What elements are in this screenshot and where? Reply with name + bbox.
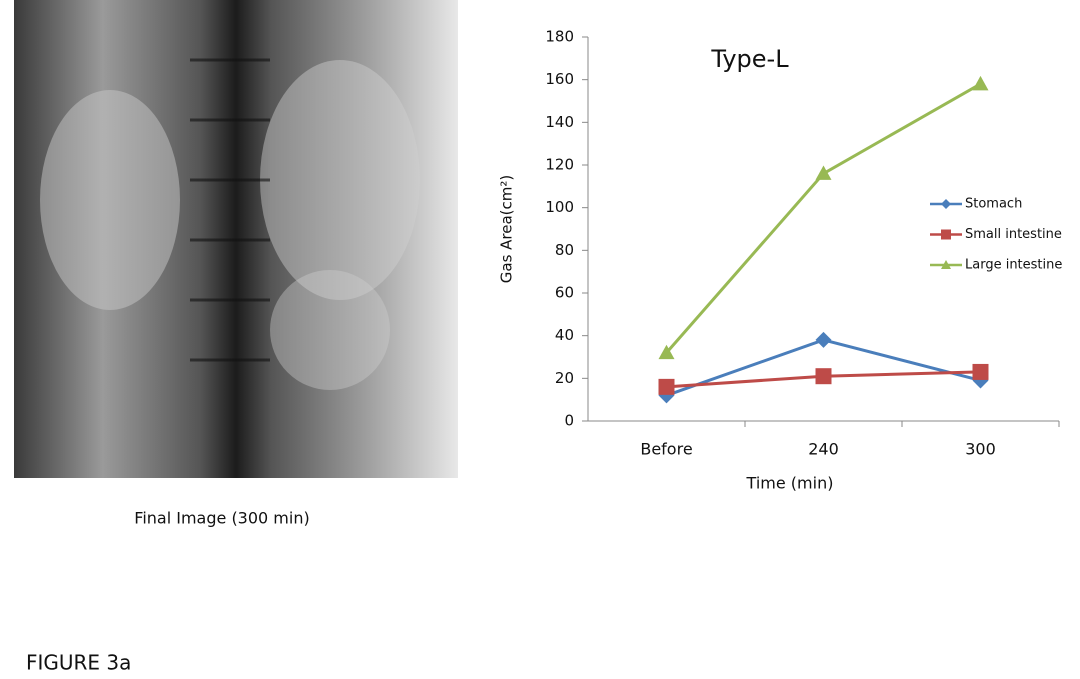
series-line <box>666 338 981 397</box>
image-caption: Final Image (300 min) <box>134 509 309 528</box>
y-tick-label: 160 <box>545 70 574 88</box>
legend-marker <box>941 199 951 209</box>
x-axis-label: Time (min) <box>746 474 834 493</box>
legend-marker <box>941 229 951 240</box>
y-tick-label: 140 <box>545 113 574 131</box>
y-tick-label: 60 <box>555 284 574 302</box>
series-line <box>665 82 982 354</box>
axes <box>587 37 1060 427</box>
y-tick-label: 120 <box>545 156 574 174</box>
chart-title: Type-L <box>710 45 789 73</box>
y-tick-label: 0 <box>564 412 574 430</box>
data-point <box>658 344 675 360</box>
x-tick-label: 300 <box>965 440 996 459</box>
y-tick-label: 20 <box>555 369 574 387</box>
data-point <box>972 75 989 91</box>
figure-label: FIGURE 3a <box>26 651 131 675</box>
y-tick-label: 80 <box>555 241 574 259</box>
y-axis-label: Gas Area(cm²) <box>498 175 516 284</box>
x-tick-label: 240 <box>808 440 839 459</box>
legend-label: Stomach <box>965 197 1022 212</box>
y-tick-label: 100 <box>545 198 574 216</box>
x-tick-label: Before <box>640 440 692 459</box>
xray-image <box>14 0 458 478</box>
data-point <box>815 368 832 385</box>
data-point <box>815 165 832 180</box>
data-point <box>658 378 675 395</box>
y-tick-label: 40 <box>555 326 574 344</box>
legend-label: Small intestine <box>965 227 1062 242</box>
data-point <box>972 363 989 380</box>
legend-marker <box>941 260 951 269</box>
legend-label: Large intestine <box>965 258 1062 273</box>
y-tick-label: 180 <box>545 28 574 46</box>
data-point <box>815 331 832 348</box>
